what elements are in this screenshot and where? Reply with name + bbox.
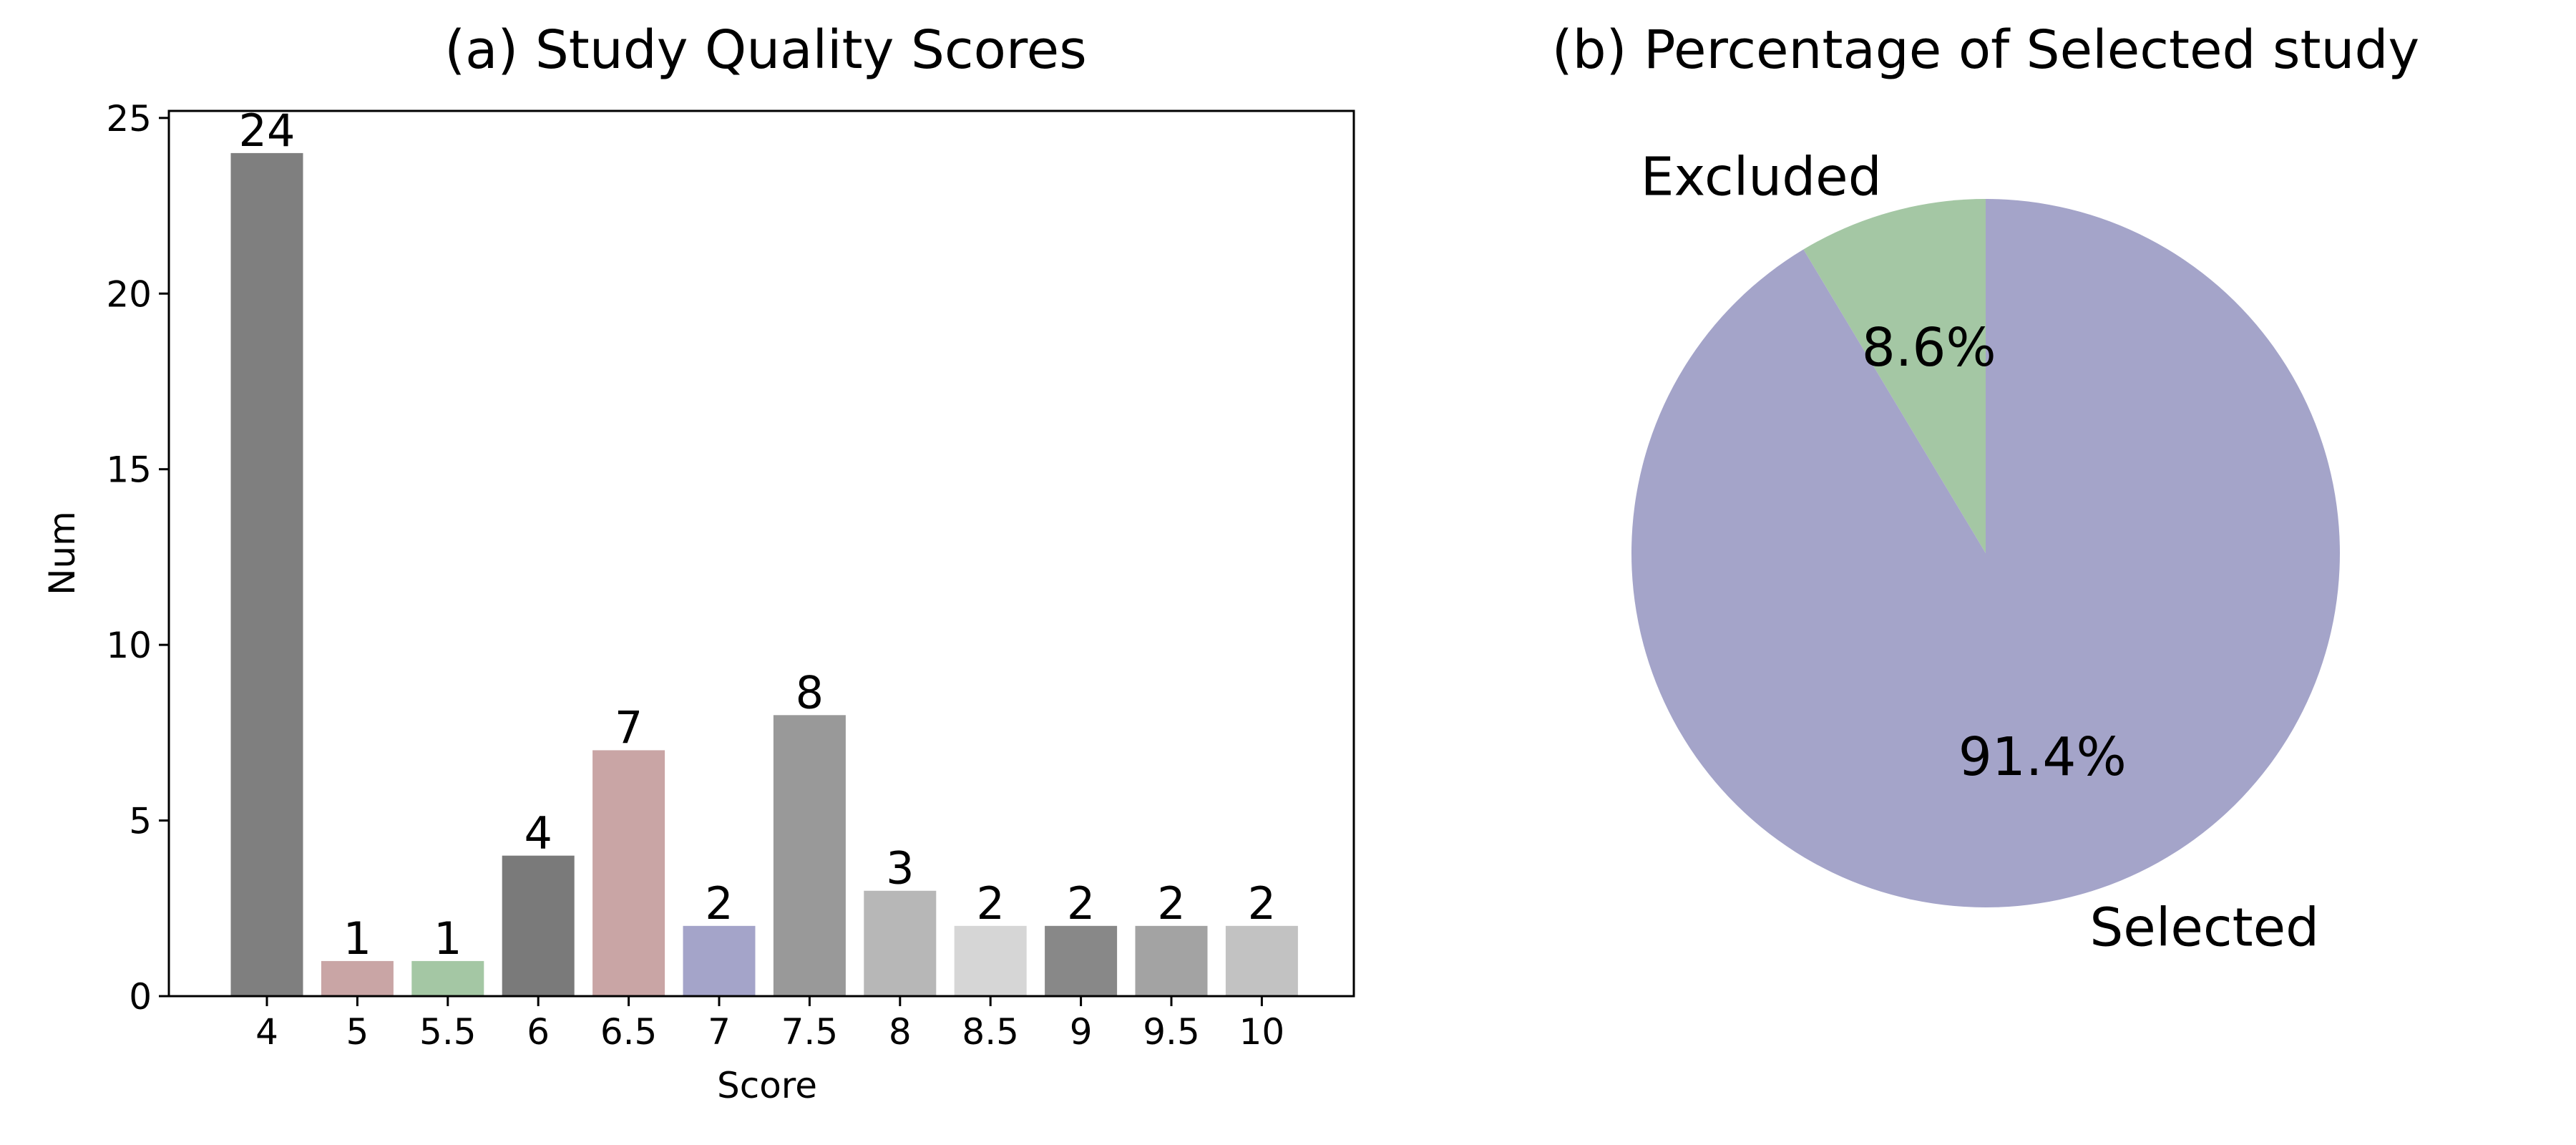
bar-value-label: 7 (615, 701, 643, 754)
bar-value-label: 2 (1248, 877, 1276, 930)
bars (230, 152, 1298, 996)
x-axis-label: Score (717, 1065, 817, 1106)
bar (1225, 925, 1298, 996)
bar-value-label: 1 (343, 912, 371, 965)
bar (502, 855, 575, 996)
bar-value-label: 2 (1157, 877, 1185, 930)
x-tick-label: 7 (708, 1011, 731, 1053)
y-tick-label: 0 (129, 976, 152, 1018)
bar (954, 925, 1027, 996)
x-tick-label: 7.5 (781, 1011, 839, 1053)
bar-value-label: 1 (434, 912, 462, 965)
x-tick-label: 9.5 (1143, 1011, 1200, 1053)
bar (592, 750, 665, 996)
pie-slice-excluded (1803, 199, 1986, 553)
x-axis: 4 5 5.5 6 6.5 7 7.5 8 8.5 9 9.5 10 (255, 996, 1284, 1053)
y-tick-label: 5 (129, 801, 152, 842)
y-tick-label: 20 (106, 273, 152, 315)
pie-slices (1631, 199, 2340, 907)
bar (230, 152, 303, 996)
x-tick-label: 10 (1239, 1011, 1285, 1053)
x-tick-label: 6 (527, 1011, 550, 1053)
bar-data-labels: 24 1 1 4 7 2 8 3 2 2 2 2 (239, 104, 1277, 965)
bar (1135, 925, 1208, 996)
bar (1045, 925, 1118, 996)
plot-frame (167, 109, 1355, 998)
bar-value-label: 2 (1067, 877, 1095, 930)
y-tick-label: 15 (106, 449, 152, 491)
x-tick-label: 5 (346, 1011, 369, 1053)
bar-value-label: 2 (976, 877, 1004, 930)
bar-value-label: 4 (524, 807, 552, 859)
x-tick-label: 8.5 (962, 1011, 1019, 1053)
bar-value-label: 2 (705, 877, 733, 930)
bar (683, 925, 756, 996)
pie-slice-selected (1631, 199, 2340, 907)
x-tick-label: 9 (1070, 1011, 1093, 1053)
pie-labels: 8.6% Excluded 91.4% Selected (1641, 146, 2319, 958)
pie-chart-panel: (b) Percentage of Selected study 8.6% Exc… (1552, 19, 2419, 959)
pie-percent-label: 91.4% (1958, 726, 2127, 788)
pie-category-label: Selected (2089, 897, 2319, 959)
bar-value-label: 24 (239, 104, 296, 157)
bar (773, 715, 846, 996)
bar-value-label: 8 (796, 666, 824, 718)
x-tick-label: 4 (255, 1011, 278, 1053)
y-axis: 0 5 10 15 20 25 (106, 98, 169, 1018)
x-tick-label: 6.5 (600, 1011, 658, 1053)
y-tick-label: 10 (106, 625, 152, 666)
y-tick-label: 25 (106, 98, 152, 140)
pie-category-label: Excluded (1641, 146, 1882, 208)
x-tick-label: 8 (889, 1011, 912, 1053)
y-axis-label: Num (42, 511, 83, 595)
x-tick-label: 5.5 (419, 1011, 477, 1053)
bar (411, 960, 484, 996)
pie-percent-label: 8.6% (1862, 317, 1996, 379)
bar (321, 960, 394, 996)
pie-chart-title: (b) Percentage of Selected study (1552, 19, 2419, 81)
bar (864, 890, 937, 996)
bar-chart-title: (a) Study Quality Scores (444, 19, 1087, 81)
bar-value-label: 3 (886, 842, 914, 895)
